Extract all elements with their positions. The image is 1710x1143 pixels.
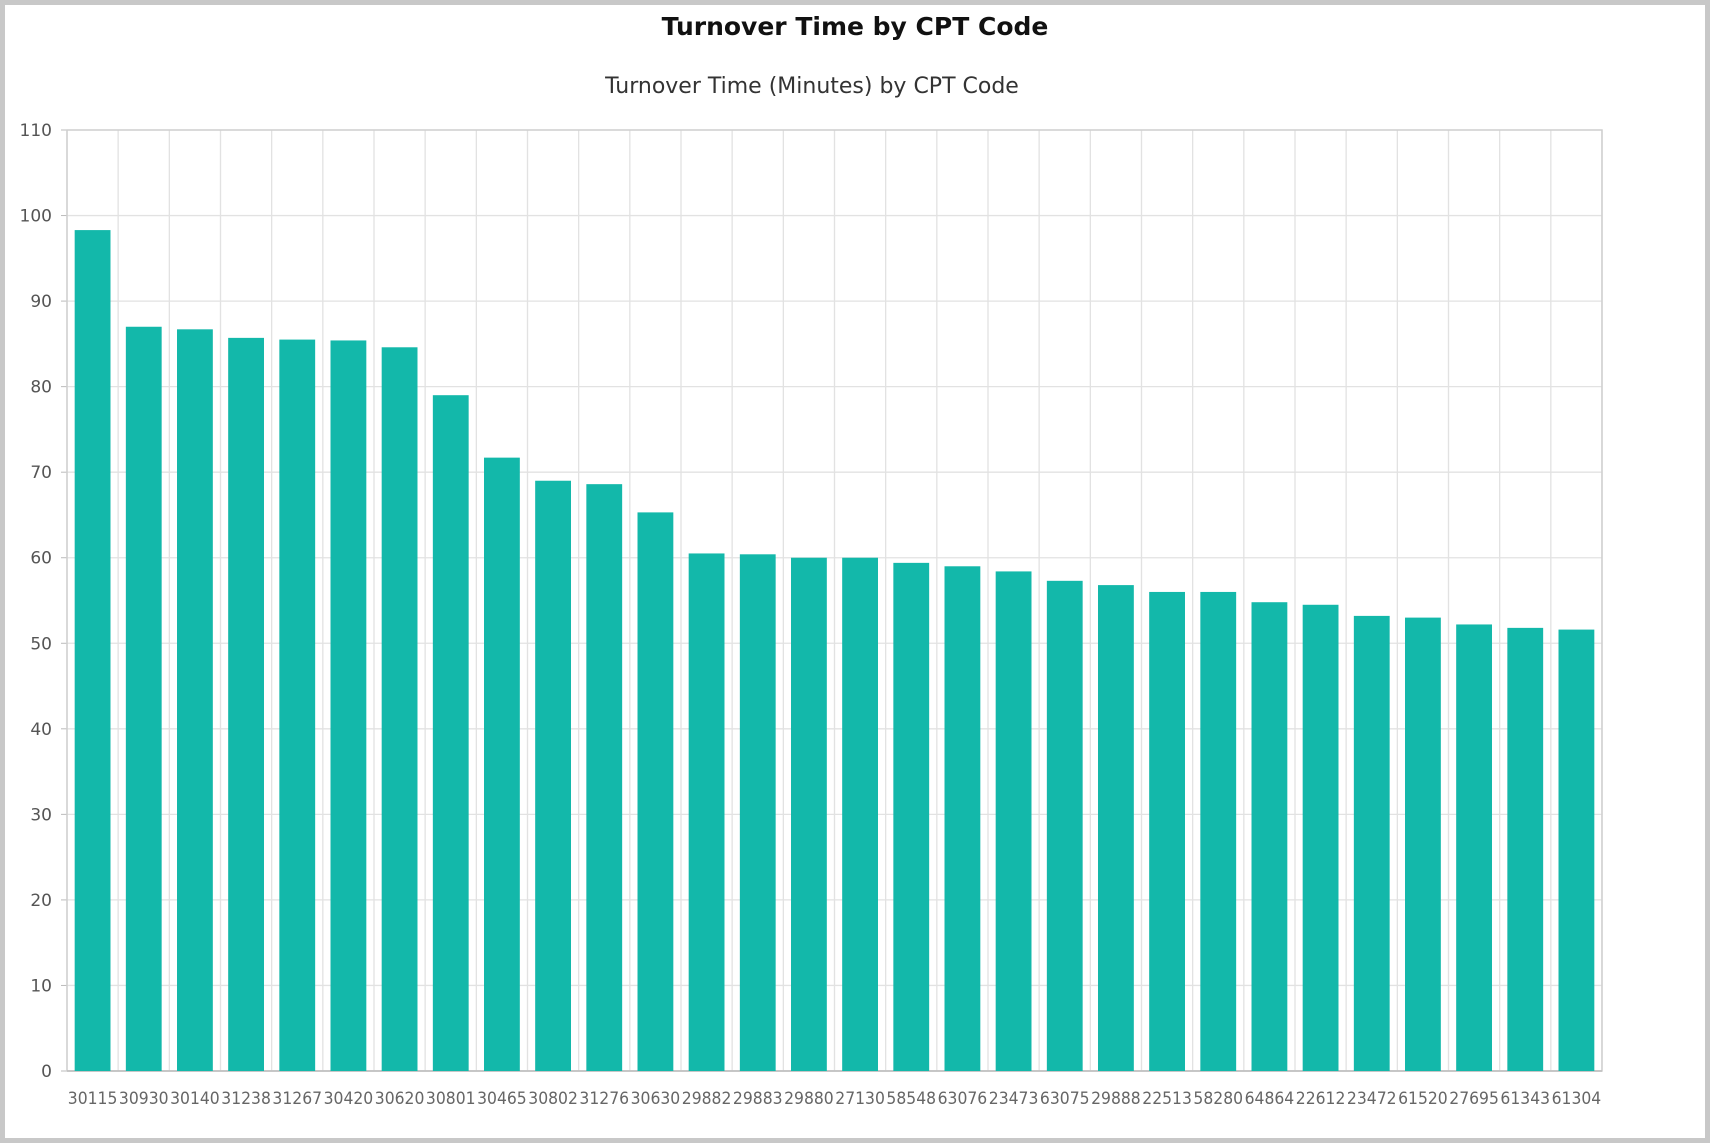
- x-category-label: 61520: [1398, 1089, 1448, 1108]
- x-category-label: 23472: [1347, 1089, 1397, 1108]
- x-category-label: 30630: [631, 1089, 681, 1108]
- bar-22513[interactable]: [1149, 591, 1185, 1071]
- y-tick-label: 60: [30, 549, 52, 569]
- x-category-label: 27695: [1449, 1089, 1499, 1108]
- x-category-label: 58280: [1193, 1089, 1243, 1108]
- x-category-label: 30420: [324, 1089, 374, 1108]
- x-category-label: 23473: [989, 1089, 1039, 1108]
- bar-61304[interactable]: [1558, 629, 1595, 1071]
- x-category-label: 27130: [835, 1089, 885, 1108]
- bar-29888[interactable]: [1098, 585, 1134, 1071]
- bar-30420[interactable]: [330, 340, 367, 1072]
- x-category-label: 63076: [938, 1089, 988, 1108]
- bar-29880[interactable]: [791, 557, 827, 1071]
- y-tick-label: 0: [41, 1062, 52, 1082]
- y-tick-label: 30: [30, 805, 52, 825]
- bar-58280[interactable]: [1200, 591, 1237, 1071]
- axes: [61, 129, 1603, 1072]
- bar-64864[interactable]: [1251, 602, 1288, 1071]
- bar-23472[interactable]: [1353, 615, 1390, 1071]
- y-tick-label: 10: [30, 976, 52, 996]
- x-category-label: 29882: [682, 1089, 732, 1108]
- y-tick-label: 110: [20, 121, 52, 141]
- y-tick-label: 90: [30, 292, 52, 312]
- x-category-label: 58548: [886, 1089, 936, 1108]
- bar-63075[interactable]: [1046, 580, 1083, 1071]
- bar-61520[interactable]: [1405, 617, 1441, 1071]
- bar-27695[interactable]: [1456, 624, 1492, 1071]
- bar-30630[interactable]: [637, 512, 674, 1071]
- bar-29882[interactable]: [688, 553, 725, 1071]
- x-category-label: 31276: [579, 1089, 629, 1108]
- bar-58548[interactable]: [893, 562, 930, 1071]
- x-category-label: 22513: [1142, 1089, 1192, 1108]
- bar-61343[interactable]: [1507, 627, 1544, 1071]
- bar-30140[interactable]: [177, 329, 213, 1071]
- bar-30801[interactable]: [432, 395, 469, 1071]
- x-category-label: 29888: [1091, 1089, 1141, 1108]
- x-category-label: 30802: [528, 1089, 578, 1108]
- x-axis-category-labels: 30115 30930 30140 31238 31267 30420 30620 30801…: [68, 1089, 1601, 1108]
- x-category-label: 61343: [1500, 1089, 1550, 1108]
- x-category-label: 63075: [1040, 1089, 1090, 1108]
- x-category-label: 22612: [1296, 1089, 1346, 1108]
- bar-23473[interactable]: [995, 571, 1032, 1071]
- x-category-label: 61304: [1552, 1089, 1602, 1108]
- x-category-label: 31238: [221, 1089, 271, 1108]
- x-category-label: 30115: [68, 1089, 118, 1108]
- bar-31276[interactable]: [586, 484, 623, 1071]
- bar-30115[interactable]: [74, 230, 111, 1071]
- y-axis-tick-labels: 0 10 20 30 40 50 60 70 80 90 100 110: [20, 121, 52, 1082]
- bar-30465[interactable]: [484, 457, 520, 1071]
- y-tick-label: 20: [30, 891, 52, 911]
- bars: [74, 230, 1595, 1072]
- x-category-label: 29880: [784, 1089, 834, 1108]
- bar-22612[interactable]: [1302, 604, 1339, 1071]
- bar-30802[interactable]: [535, 480, 571, 1072]
- x-category-label: 30801: [426, 1089, 476, 1108]
- bar-30620[interactable]: [381, 347, 418, 1071]
- bar-27130[interactable]: [842, 557, 878, 1071]
- y-tick-label: 70: [30, 463, 52, 483]
- x-category-label: 30930: [119, 1089, 169, 1108]
- bar-30930[interactable]: [125, 326, 162, 1072]
- x-category-label: 64864: [1245, 1089, 1295, 1108]
- bar-29883[interactable]: [739, 554, 776, 1071]
- bar-63076[interactable]: [944, 566, 981, 1071]
- x-category-label: 30465: [477, 1089, 527, 1108]
- y-tick-label: 50: [30, 634, 52, 654]
- y-tick-label: 100: [20, 207, 52, 227]
- bar-31238[interactable]: [228, 337, 264, 1071]
- y-tick-label: 40: [30, 720, 52, 740]
- bar-31267[interactable]: [279, 339, 316, 1071]
- x-category-label: 31267: [272, 1089, 322, 1108]
- chart-title: Turnover Time (Minutes) by CPT Code: [605, 74, 1019, 99]
- x-category-label: 30620: [375, 1089, 425, 1108]
- x-category-label: 30140: [170, 1089, 220, 1108]
- x-category-label: 29883: [733, 1089, 783, 1108]
- page-title: Turnover Time by CPT Code: [661, 12, 1049, 41]
- y-tick-label: 80: [30, 378, 52, 398]
